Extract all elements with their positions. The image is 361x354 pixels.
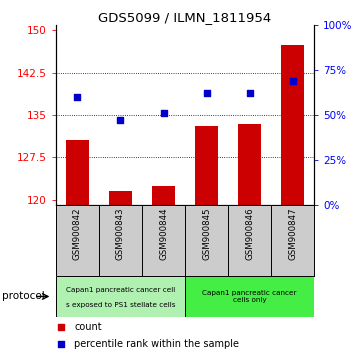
Bar xyxy=(56,276,185,317)
Text: count: count xyxy=(74,322,102,332)
Point xyxy=(58,341,64,347)
Text: protocol: protocol xyxy=(2,291,44,302)
Point xyxy=(161,110,166,116)
Text: GSM900842: GSM900842 xyxy=(73,207,82,260)
Text: s exposed to PS1 stellate cells: s exposed to PS1 stellate cells xyxy=(66,302,175,308)
Bar xyxy=(66,141,89,205)
Text: GSM900844: GSM900844 xyxy=(159,207,168,260)
Point xyxy=(118,118,123,123)
Point xyxy=(75,94,81,100)
Bar xyxy=(185,276,336,317)
Text: GSM900846: GSM900846 xyxy=(245,207,254,260)
Bar xyxy=(152,185,175,205)
Bar xyxy=(195,126,218,205)
Bar xyxy=(109,191,132,205)
Text: Capan1 pancreatic cancer cell: Capan1 pancreatic cancer cell xyxy=(66,287,175,293)
Text: GSM900845: GSM900845 xyxy=(202,207,211,260)
Text: GSM900843: GSM900843 xyxy=(116,207,125,260)
Point xyxy=(247,91,252,96)
Text: percentile rank within the sample: percentile rank within the sample xyxy=(74,338,239,349)
Point xyxy=(290,78,295,84)
Text: Capan1 pancreatic cancer
cells only: Capan1 pancreatic cancer cells only xyxy=(202,290,297,303)
Point xyxy=(204,91,209,96)
Point xyxy=(58,324,64,330)
Title: GDS5099 / ILMN_1811954: GDS5099 / ILMN_1811954 xyxy=(99,11,271,24)
Bar xyxy=(238,124,261,205)
Text: GSM900847: GSM900847 xyxy=(288,207,297,260)
Bar xyxy=(281,45,304,205)
